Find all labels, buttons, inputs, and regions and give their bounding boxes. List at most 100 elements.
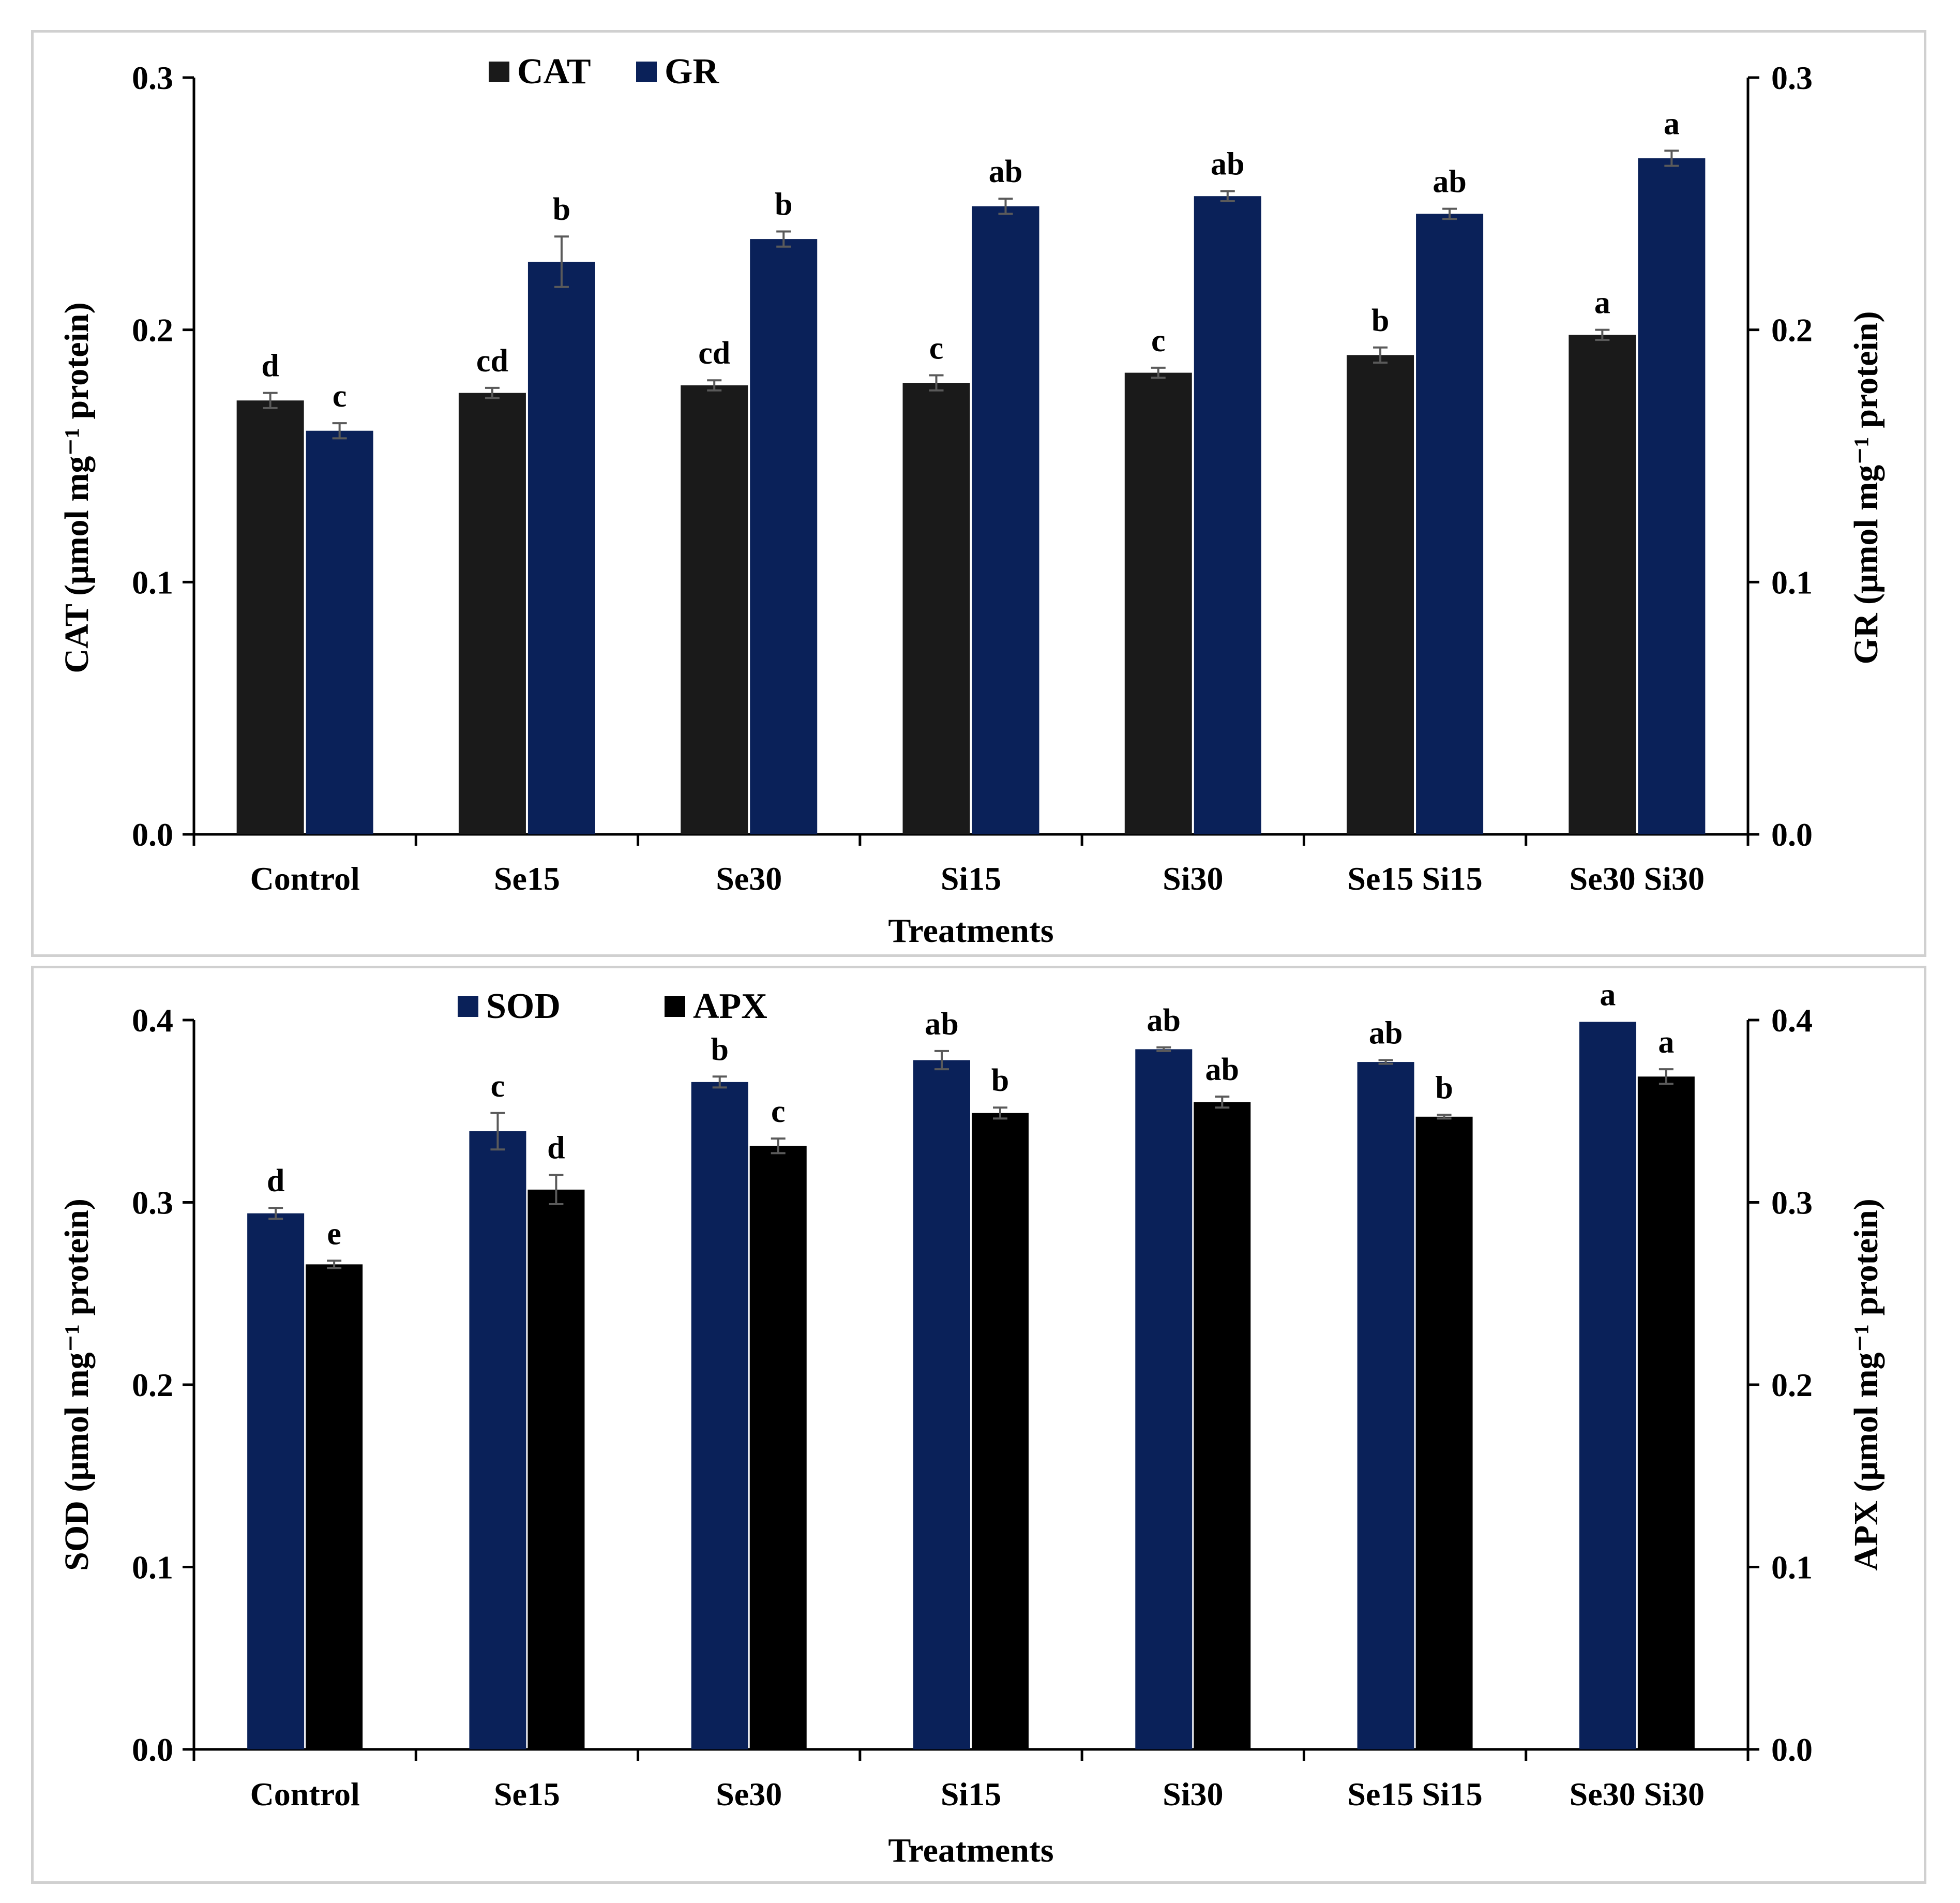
bar-cat <box>681 385 748 834</box>
bar-cat <box>236 400 304 834</box>
significance-letter: a <box>1664 106 1680 141</box>
significance-letter: c <box>1151 323 1166 358</box>
y-tick-label-right: 0.3 <box>1771 59 1813 96</box>
bar-cat <box>458 393 526 834</box>
y-tick-label-right: 0.1 <box>1771 1549 1813 1586</box>
y-axis-title-left: CAT (μmol mg⁻¹ protein) <box>58 302 96 673</box>
significance-letter: b <box>711 1032 728 1067</box>
significance-letter: ab <box>1205 1052 1239 1087</box>
significance-letter: ab <box>1211 146 1244 182</box>
x-tick-label: Si30 <box>1163 1776 1223 1812</box>
significance-letter: c <box>491 1069 505 1104</box>
x-axis-title: Treatments <box>888 1832 1053 1869</box>
bar-gr <box>306 430 373 834</box>
bar-cat <box>902 383 970 834</box>
sod-apx-chart-panel: 0.0 0.0 0.1 0.1 0.2 0.2 0.3 0.3 0.4 0.4 Control Se1… <box>31 966 1926 1884</box>
significance-letter: b <box>1435 1070 1453 1105</box>
significance-letter: c <box>333 379 347 414</box>
significance-letter: a <box>1658 1025 1674 1060</box>
significance-letter: b <box>553 192 570 227</box>
bar-cat <box>1124 372 1192 834</box>
y-tick-label-left: 0.2 <box>132 1367 173 1403</box>
legend-swatch-sod <box>458 996 478 1017</box>
x-tick-label: Se30 <box>716 1776 782 1812</box>
x-axis-title: Treatments <box>888 912 1053 950</box>
sod-apx-chart: 0.0 0.0 0.1 0.1 0.2 0.2 0.3 0.3 0.4 0.4 Control Se1… <box>58 978 1885 1869</box>
legend-label-apx: APX <box>693 986 767 1026</box>
significance-letter: ab <box>989 154 1022 189</box>
y-tick-label-right: 0.3 <box>1771 1185 1813 1221</box>
bar-gr <box>527 261 595 834</box>
bar-sod <box>1135 1049 1193 1749</box>
x-tick-label: Se15 <box>494 1776 560 1812</box>
y-tick-label-right: 0.2 <box>1771 1367 1813 1403</box>
bar-sod <box>1579 1022 1636 1749</box>
significance-letter: d <box>547 1131 565 1166</box>
bar-apx <box>1194 1102 1251 1749</box>
bar-sod <box>1357 1062 1414 1749</box>
significance-letter: ab <box>1433 164 1466 200</box>
y-axis-title-right: APX (μmol mg⁻¹ protein) <box>1847 1198 1885 1571</box>
bar-apx <box>527 1189 585 1749</box>
y-tick-label-right: 0.0 <box>1771 1731 1813 1768</box>
x-tick-label: Control <box>250 1776 360 1812</box>
y-tick-label-right: 0.4 <box>1771 1002 1813 1039</box>
x-tick-label: Si15 <box>941 860 1001 897</box>
legend-swatch-gr <box>636 62 657 82</box>
x-tick-label: Si15 <box>941 1776 1001 1812</box>
y-tick-label-right: 0.0 <box>1771 816 1813 853</box>
significance-letter: c <box>929 331 944 366</box>
bar-cat <box>1347 355 1414 834</box>
legend-label-sod: SOD <box>486 986 561 1026</box>
significance-letter: d <box>261 349 279 384</box>
bar-sod <box>913 1060 970 1749</box>
bar-apx <box>1637 1076 1695 1749</box>
bar-apx <box>972 1113 1029 1749</box>
significance-letter: ab <box>1147 1003 1181 1038</box>
significance-letter: e <box>327 1216 341 1251</box>
bar-apx <box>1415 1116 1473 1749</box>
legend-label-gr: GR <box>665 52 719 92</box>
y-tick-label-right: 0.1 <box>1771 564 1813 601</box>
x-tick-label: Si30 <box>1163 860 1223 897</box>
bar-sod <box>691 1082 748 1749</box>
y-tick-label-left: 0.3 <box>132 1185 173 1221</box>
y-tick-label-left: 0.1 <box>132 564 173 601</box>
x-tick-label: Control <box>250 860 360 897</box>
bar-gr <box>1638 158 1706 834</box>
y-tick-label-left: 0.1 <box>132 1549 173 1586</box>
significance-letter: d <box>267 1163 284 1198</box>
significance-letter: cd <box>698 336 730 371</box>
y-axis-title-right: GR (μmol mg⁻¹ protein) <box>1847 311 1885 665</box>
significance-letter: b <box>775 187 792 222</box>
significance-letter: b <box>991 1063 1009 1098</box>
bar-apx <box>749 1146 807 1749</box>
x-tick-label: Se15 <box>494 860 560 897</box>
y-tick-label-left: 0.2 <box>132 312 173 349</box>
y-tick-label-right: 0.2 <box>1771 312 1813 349</box>
x-tick-label: Se30 <box>716 860 782 897</box>
significance-letter: ab <box>1369 1016 1403 1051</box>
significance-letter: b <box>1371 303 1389 338</box>
significance-letter: a <box>1594 286 1610 321</box>
legend-swatch-apx <box>665 996 685 1017</box>
bar-sod <box>469 1131 526 1749</box>
legend-label-cat: CAT <box>517 52 591 92</box>
bar-cat <box>1569 335 1636 834</box>
significance-letter: c <box>771 1094 786 1129</box>
bar-gr <box>750 239 818 834</box>
y-axis-title-left: SOD (μmol mg⁻¹ protein) <box>58 1198 96 1571</box>
x-tick-label: Se30 Si30 <box>1570 1776 1705 1812</box>
x-tick-label: Se30 Si30 <box>1570 860 1705 897</box>
cat-gr-chart-panel: 0.0 0.0 0.1 0.1 0.2 0.2 0.3 0.3 Control Se15 Se30 S… <box>31 30 1926 957</box>
significance-letter: cd <box>476 343 508 379</box>
y-tick-label-left: 0.0 <box>132 1731 173 1768</box>
x-tick-label: Se15 Si15 <box>1347 860 1482 897</box>
bar-sod <box>247 1213 305 1749</box>
bar-gr <box>1194 196 1261 834</box>
y-tick-label-left: 0.3 <box>132 59 173 96</box>
bar-gr <box>972 206 1039 835</box>
bar-apx <box>306 1264 363 1749</box>
x-tick-label: Se15 Si15 <box>1347 1776 1482 1812</box>
y-tick-label-left: 0.4 <box>132 1002 173 1039</box>
